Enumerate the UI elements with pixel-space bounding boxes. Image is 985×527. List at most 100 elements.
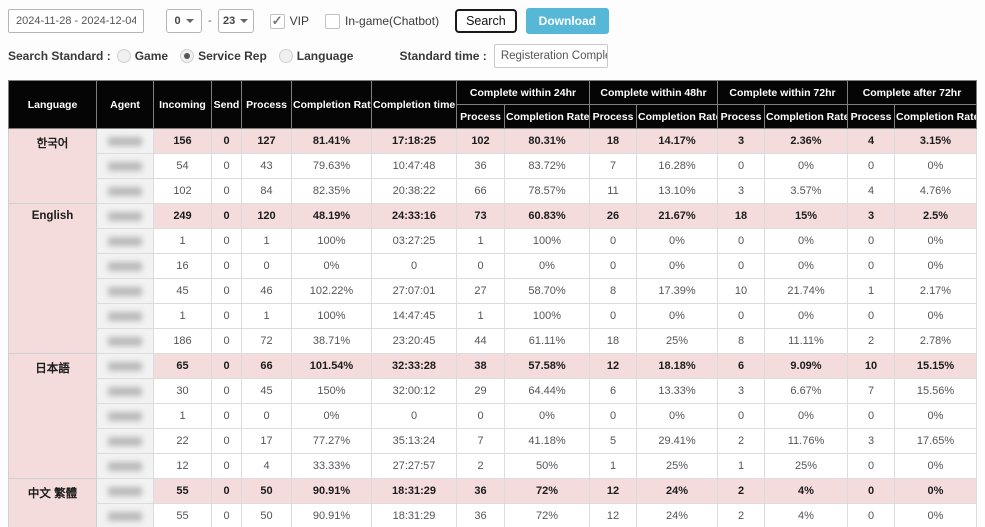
- summary-row: English 249 0 120 48.19% 24:33:16 73 60.83% 26 21…: [8, 203, 977, 354]
- cell-completion_rate: 90.91%: [291, 478, 372, 504]
- cell-completion_time: 18:31:29: [371, 503, 457, 527]
- cell-p72_process: 0: [717, 228, 765, 254]
- cell-p72_rate: 21.74%: [764, 278, 848, 304]
- cell-after72_rate: 15.56%: [894, 378, 977, 404]
- cell-send: 0: [211, 503, 242, 527]
- header-group-72hr: Complete within 72hr: [717, 80, 848, 105]
- vip-checkbox[interactable]: [269, 13, 285, 29]
- date-range-input[interactable]: [8, 9, 144, 33]
- cell-p24_process: 27: [456, 278, 505, 304]
- cell-p24_process: 36: [456, 503, 505, 527]
- cell-p48_process: 7: [589, 153, 637, 179]
- cell-incoming: 22: [153, 428, 212, 454]
- cell-p48_rate: 24%: [636, 478, 718, 504]
- redacted-agent-name: [108, 261, 142, 271]
- summary-row: 日本語 65 0 66 101.54% 32:33:28 38 57.58% 12 18.18% 6…: [8, 353, 977, 479]
- radio-option-game[interactable]: Game: [116, 49, 168, 63]
- language-cell: 한국어: [8, 128, 97, 204]
- cell-completion_time: 23:20:45: [371, 328, 457, 354]
- header-24hr-rate: Completion Rate: [504, 104, 590, 129]
- cell-after72_process: 3: [847, 203, 895, 229]
- hour-from-select[interactable]: 0: [166, 9, 202, 33]
- cell-p72_process: 3: [717, 128, 765, 154]
- cell-p72_process: 8: [717, 328, 765, 354]
- cell-p24_process: 0: [456, 403, 505, 429]
- cell-incoming: 45: [153, 278, 212, 304]
- redacted-agent-name: [108, 486, 142, 496]
- cell-p72_rate: 15%: [764, 203, 848, 229]
- cell-completion_time: 10:47:48: [371, 153, 457, 179]
- cell-completion_rate: 33.33%: [291, 453, 372, 479]
- radio-option-service-rep[interactable]: Service Rep: [180, 49, 267, 63]
- cell-after72_rate: 2.17%: [894, 278, 977, 304]
- table-row: 54 0 43 79.63% 10:47:48 36 83.72% 7 16.28% 0 0% 0 0%: [9, 153, 977, 179]
- cell-completion_time: 0: [371, 403, 457, 429]
- cell-process: 46: [241, 278, 292, 304]
- table-row: 16 0 0 0% 0 0 0% 0 0% 0 0% 0 0%: [9, 253, 977, 279]
- cell-completion_rate: 101.54%: [291, 353, 372, 379]
- cell-after72_rate: 0%: [894, 253, 977, 279]
- cell-p72_process: 3: [717, 178, 765, 204]
- cell-send: 0: [211, 203, 242, 229]
- cell-after72_rate: 0%: [894, 228, 977, 254]
- hour-to-select[interactable]: 23: [217, 9, 254, 33]
- standard-time-label: Standard time :: [399, 49, 487, 63]
- cell-p48_rate: 18.18%: [636, 353, 718, 379]
- cell-send: 0: [211, 228, 242, 254]
- vip-checkbox-label[interactable]: VIP: [269, 13, 309, 29]
- cell-completion_rate: 102.22%: [291, 278, 372, 304]
- cell-after72_process: 0: [847, 153, 895, 179]
- cell-p72_rate: 11.76%: [764, 428, 848, 454]
- ingame-checkbox-label[interactable]: In-game(Chatbot): [325, 13, 439, 29]
- cell-p72_rate: 3.57%: [764, 178, 848, 204]
- cell-send: 0: [211, 378, 242, 404]
- cell-p48_rate: 13.33%: [636, 378, 718, 404]
- cell-p48_process: 8: [589, 278, 637, 304]
- cell-incoming: 16: [153, 253, 212, 279]
- cell-p24_process: 102: [456, 128, 505, 154]
- header-after-72hr-process: Process: [847, 104, 895, 129]
- standard-time-select[interactable]: Registeration Complete ~ Cor: [493, 44, 608, 68]
- cell-after72_rate: 0%: [894, 453, 977, 479]
- cell-incoming: 1: [153, 403, 212, 429]
- cell-incoming: 12: [153, 453, 212, 479]
- agent-cell: [96, 303, 154, 329]
- radio-language[interactable]: [278, 49, 293, 63]
- search-button[interactable]: Search: [455, 9, 517, 33]
- cell-process: 120: [241, 203, 292, 229]
- radio-game[interactable]: [116, 49, 131, 63]
- cell-after72_rate: 4.76%: [894, 178, 977, 204]
- cell-send: 0: [211, 428, 242, 454]
- cell-process: 50: [241, 478, 292, 504]
- filter-row-2: Search Standard : Game Service Rep Languag…: [8, 44, 977, 68]
- cell-p48_process: 0: [589, 403, 637, 429]
- cell-after72_rate: 2.78%: [894, 328, 977, 354]
- header-completion-time: Completion time: [371, 80, 457, 129]
- caret-down-icon: [240, 19, 249, 23]
- cell-p72_rate: 11.11%: [764, 328, 848, 354]
- redacted-agent-name: [108, 361, 142, 371]
- agent-cell: [96, 353, 154, 379]
- cell-completion_rate: 90.91%: [291, 503, 372, 527]
- ingame-checkbox[interactable]: [325, 13, 341, 29]
- cell-incoming: 54: [153, 153, 212, 179]
- cell-p48_rate: 14.17%: [636, 128, 718, 154]
- radio-option-language[interactable]: Language: [278, 49, 353, 63]
- cell-p24_rate: 0%: [504, 403, 590, 429]
- cell-after72_rate: 0%: [894, 403, 977, 429]
- cell-send: 0: [211, 128, 242, 154]
- cell-completion_rate: 77.27%: [291, 428, 372, 454]
- hour-from-value: 0: [174, 15, 181, 27]
- cell-p72_process: 0: [717, 303, 765, 329]
- cell-after72_process: 0: [847, 253, 895, 279]
- agent-cell: [96, 178, 154, 204]
- cell-p72_rate: 0%: [764, 153, 848, 179]
- summary-row: 中文 繁體 55 0 50 90.91% 18:31:29 36 72% 12 24% 2 4% 0 0%: [8, 478, 977, 527]
- download-button[interactable]: Download: [525, 8, 609, 34]
- cell-incoming: 55: [153, 478, 212, 504]
- cell-completion_rate: 79.63%: [291, 153, 372, 179]
- radio-service-rep[interactable]: [180, 49, 195, 63]
- agent-cell: [96, 503, 154, 527]
- cell-p24_process: 29: [456, 378, 505, 404]
- redacted-agent-name: [108, 236, 142, 246]
